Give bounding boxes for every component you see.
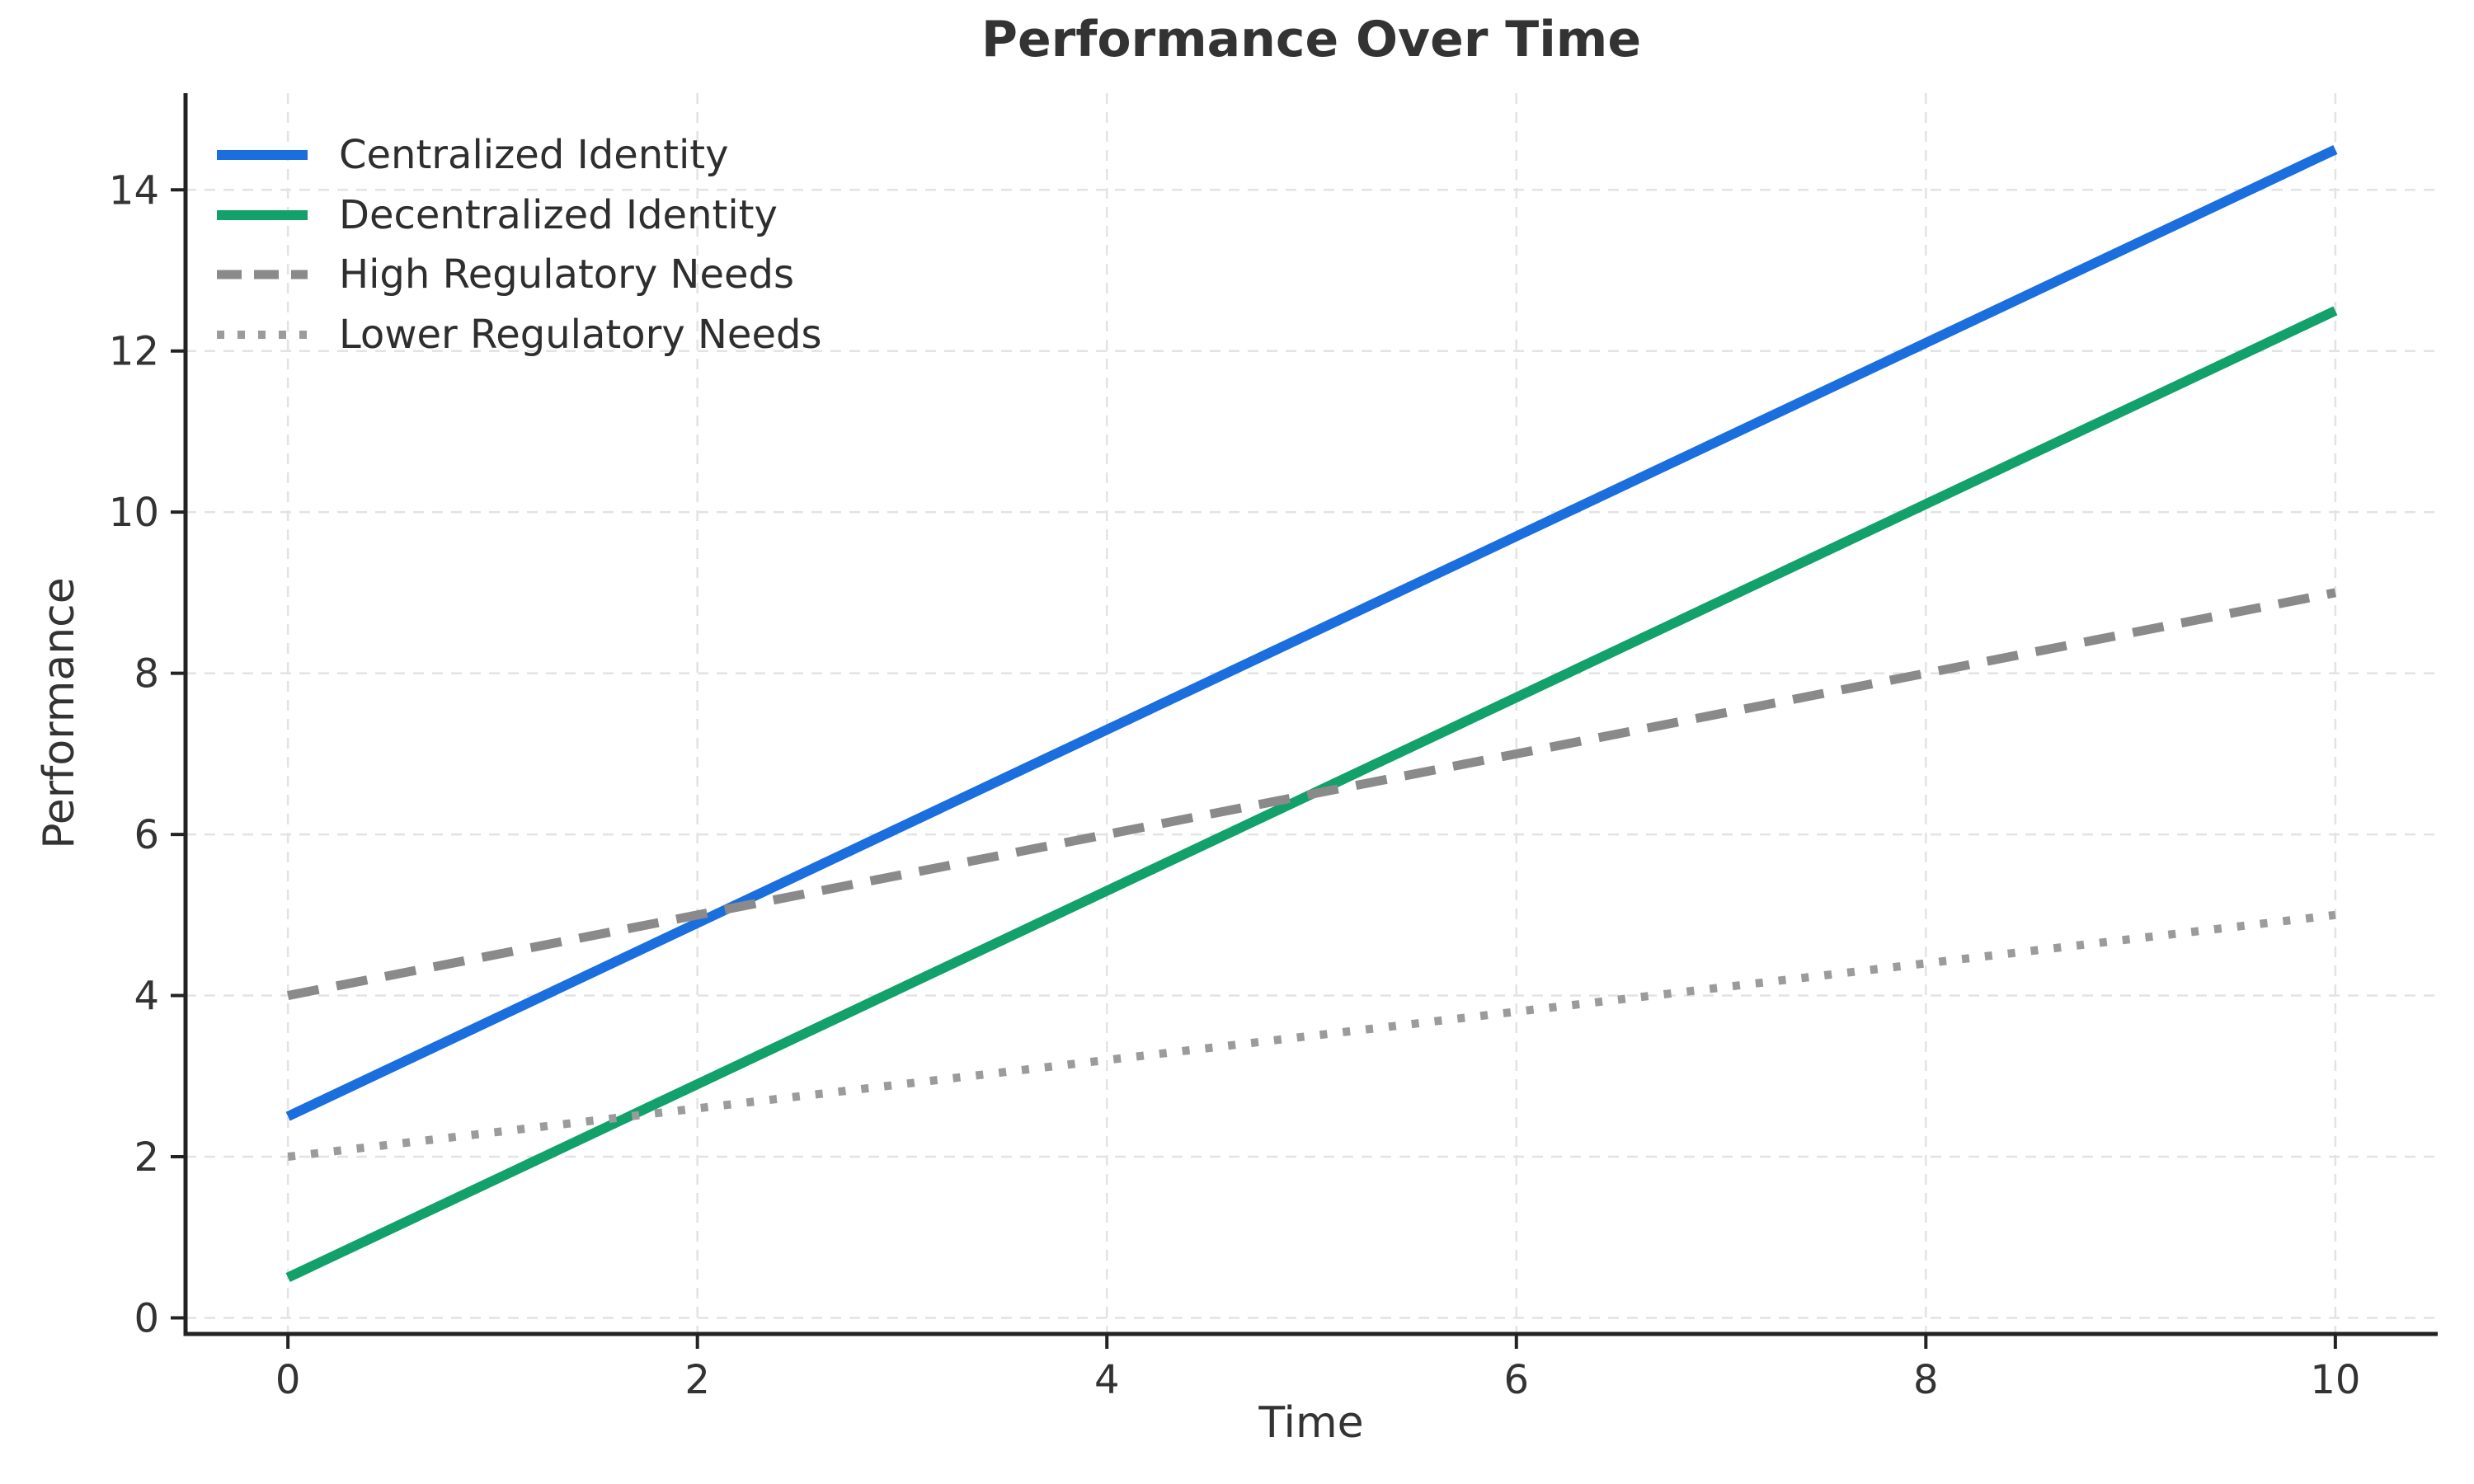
y-tick-label: 4 [134,974,159,1020]
x-tick-label: 4 [1094,1357,1120,1403]
x-tick-label: 10 [2310,1357,2360,1403]
legend: Centralized Identity Decentralized Ident… [216,125,821,364]
y-axis-label: Performance [35,577,84,849]
legend-label: Centralized Identity [339,132,729,179]
legend-label: Decentralized Identity [339,191,778,238]
x-tick-label: 6 [1503,1357,1529,1403]
x-tick-label: 2 [684,1357,710,1403]
y-tick-label: 6 [134,812,159,858]
legend-label: Lower Regulatory Needs [339,311,822,358]
legend-swatch-solid-line-icon [217,209,308,220]
legend-item: Lower Regulatory Needs [216,305,821,365]
legend-swatch-dashed-line-icon [217,270,308,279]
legend-item: Decentralized Identity [216,186,821,246]
legend-swatch-dotted-line-icon [217,330,308,339]
x-axis-label: Time [1258,1398,1364,1448]
chart-title: Performance Over Time [981,11,1642,68]
y-tick-label: 8 [134,651,159,697]
y-tick-label: 14 [109,167,159,214]
legend-item: Centralized Identity [216,125,821,186]
y-tick-label: 10 [109,490,159,536]
y-tick-label: 2 [134,1134,159,1181]
series-line-0 [285,144,2338,1121]
y-tick-label: 12 [109,329,159,375]
series-line-3 [287,910,2336,1161]
series-line-2 [287,588,2336,1000]
legend-item: High Regulatory Needs [216,245,821,305]
x-tick-label: 0 [275,1357,301,1403]
x-tick-label: 8 [1913,1357,1939,1403]
legend-label: High Regulatory Needs [339,251,794,298]
legend-swatch-solid-line-icon [217,150,308,161]
y-tick-label: 0 [134,1295,159,1341]
